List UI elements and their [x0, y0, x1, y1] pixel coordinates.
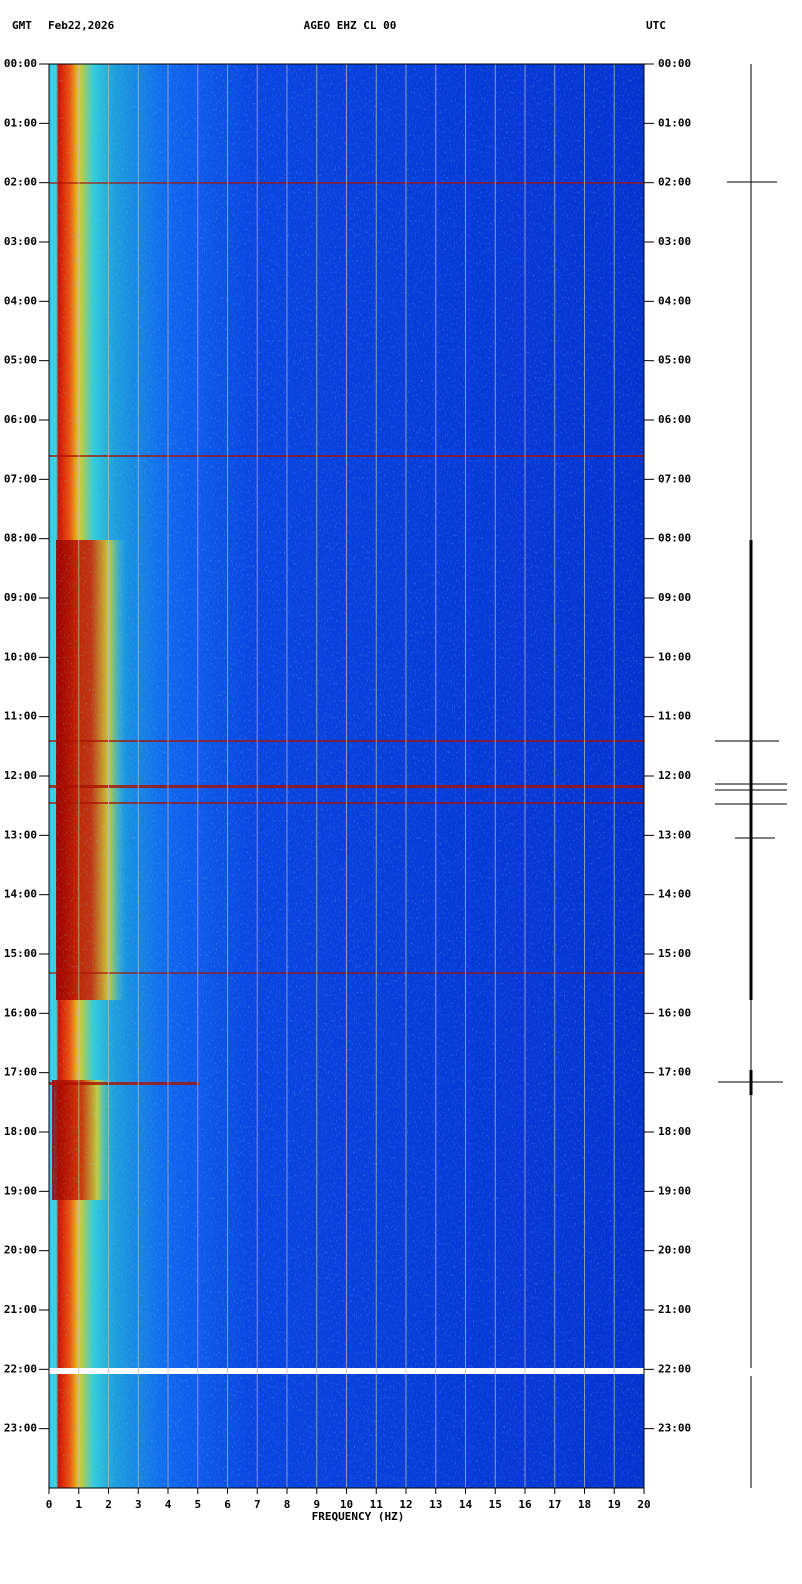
y-tick-label: 12:00 — [4, 769, 37, 782]
y-tick-label: 14:00 — [658, 888, 691, 901]
y-tick-label: 12:00 — [658, 769, 691, 782]
y-tick-label: 16:00 — [4, 1006, 37, 1019]
x-tick-label: 9 — [313, 1498, 320, 1511]
y-tick-label: 01:00 — [658, 116, 691, 129]
y-tick-label: 00:00 — [658, 57, 691, 70]
y-tick-label: 07:00 — [658, 472, 691, 485]
y-tick-label: 04:00 — [4, 294, 37, 307]
y-tick-label: 05:00 — [4, 354, 37, 367]
y-tick-label: 20:00 — [4, 1244, 37, 1257]
y-tick-label: 19:00 — [658, 1184, 691, 1197]
x-tick-label: 20 — [637, 1498, 650, 1511]
y-tick-label: 15:00 — [658, 947, 691, 960]
y-tick-label: 10:00 — [658, 650, 691, 663]
seismogram-event — [715, 181, 787, 1083]
y-tick-label: 23:00 — [4, 1422, 37, 1435]
x-tick-label: 15 — [489, 1498, 502, 1511]
y-tick-label: 23:00 — [658, 1422, 691, 1435]
y-tick-label: 13:00 — [4, 828, 37, 841]
y-tick-label: 09:00 — [658, 591, 691, 604]
y-tick-label: 01:00 — [4, 116, 37, 129]
x-axis-label: FREQUENCY (HZ) — [312, 1510, 405, 1523]
x-tick-label: 11 — [370, 1498, 384, 1511]
x-tick-label: 16 — [518, 1498, 532, 1511]
left-header: GMT — [12, 19, 32, 32]
y-tick-label: 21:00 — [658, 1303, 691, 1316]
y-tick-label: 11:00 — [4, 710, 37, 723]
x-tick-label: 6 — [224, 1498, 231, 1511]
y-tick-label: 03:00 — [4, 235, 37, 248]
y-tick-label: 06:00 — [4, 413, 37, 426]
y-tick-label: 03:00 — [658, 235, 691, 248]
y-tick-label: 04:00 — [658, 294, 691, 307]
x-tick-label: 14 — [459, 1498, 473, 1511]
x-tick-label: 18 — [578, 1498, 591, 1511]
y-tick-label: 15:00 — [4, 947, 37, 960]
y-tick-label: 20:00 — [658, 1244, 691, 1257]
x-tick-label: 13 — [429, 1498, 442, 1511]
y-tick-label: 09:00 — [4, 591, 37, 604]
y-tick-label: 14:00 — [4, 888, 37, 901]
date: Feb22,2026 — [48, 19, 115, 32]
y-tick-label: 00:00 — [4, 57, 37, 70]
right-header: UTC — [646, 19, 666, 32]
y-tick-label: 21:00 — [4, 1303, 37, 1316]
x-tick-label: 3 — [135, 1498, 142, 1511]
x-tick-label: 7 — [254, 1498, 261, 1511]
y-tick-label: 02:00 — [658, 176, 691, 189]
y-tick-label: 22:00 — [4, 1362, 37, 1375]
y-tick-label: 05:00 — [658, 354, 691, 367]
y-tick-label: 08:00 — [658, 532, 691, 545]
y-tick-label: 17:00 — [658, 1066, 691, 1079]
x-tick-label: 0 — [46, 1498, 53, 1511]
x-tick-label: 19 — [608, 1498, 621, 1511]
x-tick-label: 17 — [548, 1498, 561, 1511]
y-tick-label: 18:00 — [4, 1125, 37, 1138]
y-tick-label: 17:00 — [4, 1066, 37, 1079]
y-tick-label: 18:00 — [658, 1125, 691, 1138]
y-tick-label: 22:00 — [658, 1362, 691, 1375]
x-tick-label: 4 — [165, 1498, 172, 1511]
x-tick-label: 8 — [284, 1498, 291, 1511]
y-tick-label: 07:00 — [4, 472, 37, 485]
y-tick-label: 06:00 — [658, 413, 691, 426]
x-tick-label: 1 — [75, 1498, 82, 1511]
y-tick-label: 02:00 — [4, 176, 37, 189]
event-stripe — [49, 1082, 199, 1085]
y-tick-label: 16:00 — [658, 1006, 691, 1019]
y-tick-label: 19:00 — [4, 1184, 37, 1197]
plot-frame — [48, 63, 645, 1489]
y-tick-label: 10:00 — [4, 650, 37, 663]
x-tick-label: 10 — [340, 1498, 353, 1511]
y-tick-label: 08:00 — [4, 532, 37, 545]
chart-title: AGEO EHZ CL 00 — [304, 19, 397, 32]
y-tick-label: 11:00 — [658, 710, 691, 723]
x-tick-label: 12 — [399, 1498, 412, 1511]
x-tick-label: 5 — [194, 1498, 201, 1511]
y-tick-label: 13:00 — [658, 828, 691, 841]
x-tick-label: 2 — [105, 1498, 112, 1511]
